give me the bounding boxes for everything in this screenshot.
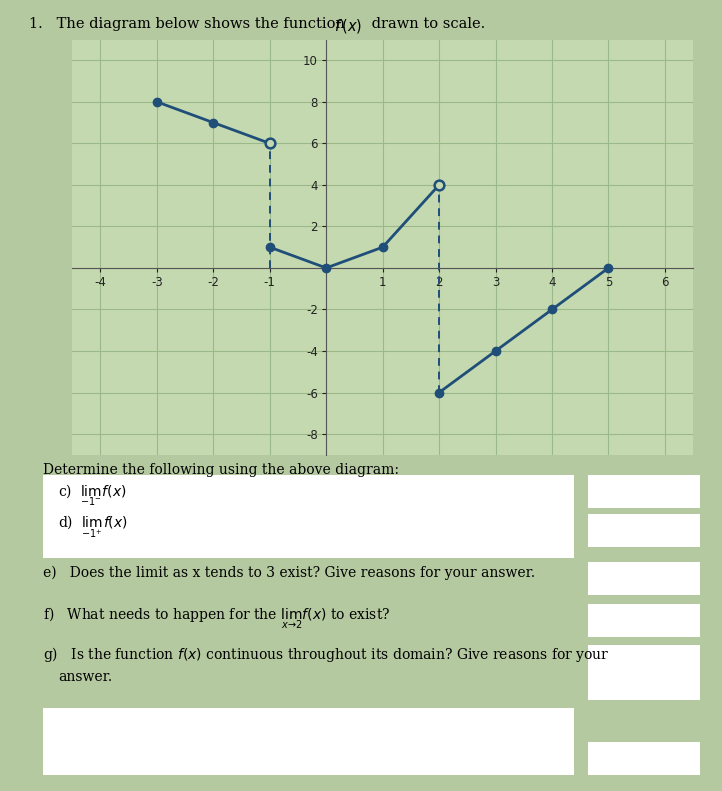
Text: 1.   The diagram below shows the function: 1. The diagram below shows the function xyxy=(29,17,349,32)
Text: d)  $\lim_{-1^+} f(x)$: d) $\lim_{-1^+} f(x)$ xyxy=(58,513,128,539)
Text: answer.: answer. xyxy=(58,670,112,684)
Text: e)   Does the limit as x tends to 3 exist? Give reasons for your answer.: e) Does the limit as x tends to 3 exist?… xyxy=(43,566,536,580)
Text: Determine the following using the above diagram:: Determine the following using the above … xyxy=(43,463,399,477)
Text: c)  $\lim_{-1^-} f(x)$: c) $\lim_{-1^-} f(x)$ xyxy=(58,483,126,508)
Text: f)   What needs to happen for the $\lim_{x \to 2} f(x)$ to exist?: f) What needs to happen for the $\lim_{x… xyxy=(43,605,391,630)
Text: drawn to scale.: drawn to scale. xyxy=(367,17,485,32)
Text: $f\,(x)$: $f\,(x)$ xyxy=(334,17,362,36)
Text: g)   Is the function $f(x)$ continuous throughout its domain? Give reasons for y: g) Is the function $f(x)$ continuous thr… xyxy=(43,645,610,664)
